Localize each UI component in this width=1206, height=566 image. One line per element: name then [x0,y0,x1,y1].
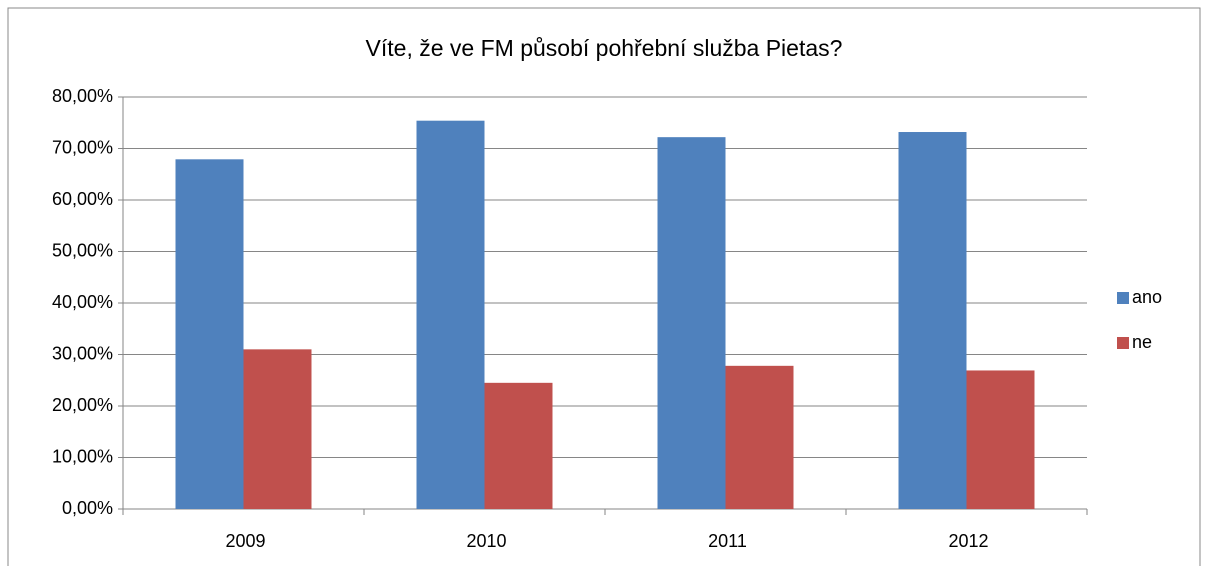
x-tick-label: 2011 [708,531,747,551]
bar [966,370,1035,509]
x-tick-label: 2009 [225,531,265,551]
y-tick-label: 60,00% [52,189,113,209]
y-tick-label: 80,00% [52,86,113,106]
x-tick-label: 2012 [948,531,988,551]
bar [416,120,485,509]
y-tick-label: 10,00% [52,446,113,466]
y-tick-label: 30,00% [52,343,113,363]
bar [484,382,553,509]
legend-swatch [1117,337,1129,349]
legend-swatch [1117,292,1129,304]
legend-label: ano [1132,287,1162,307]
y-tick-label: 70,00% [52,137,113,157]
legend-label: ne [1132,332,1152,352]
bar [898,132,967,509]
x-tick-label: 2010 [466,531,506,551]
bar [243,349,312,509]
y-tick-label: 40,00% [52,292,113,312]
bar [657,137,726,510]
bar [725,365,794,509]
chart-title: Víte, že ve FM působí pohřební služba Pi… [366,35,843,61]
y-tick-label: 20,00% [52,395,113,415]
y-tick-label: 0,00% [62,498,113,518]
y-tick-label: 50,00% [52,240,113,260]
bar [175,159,244,509]
